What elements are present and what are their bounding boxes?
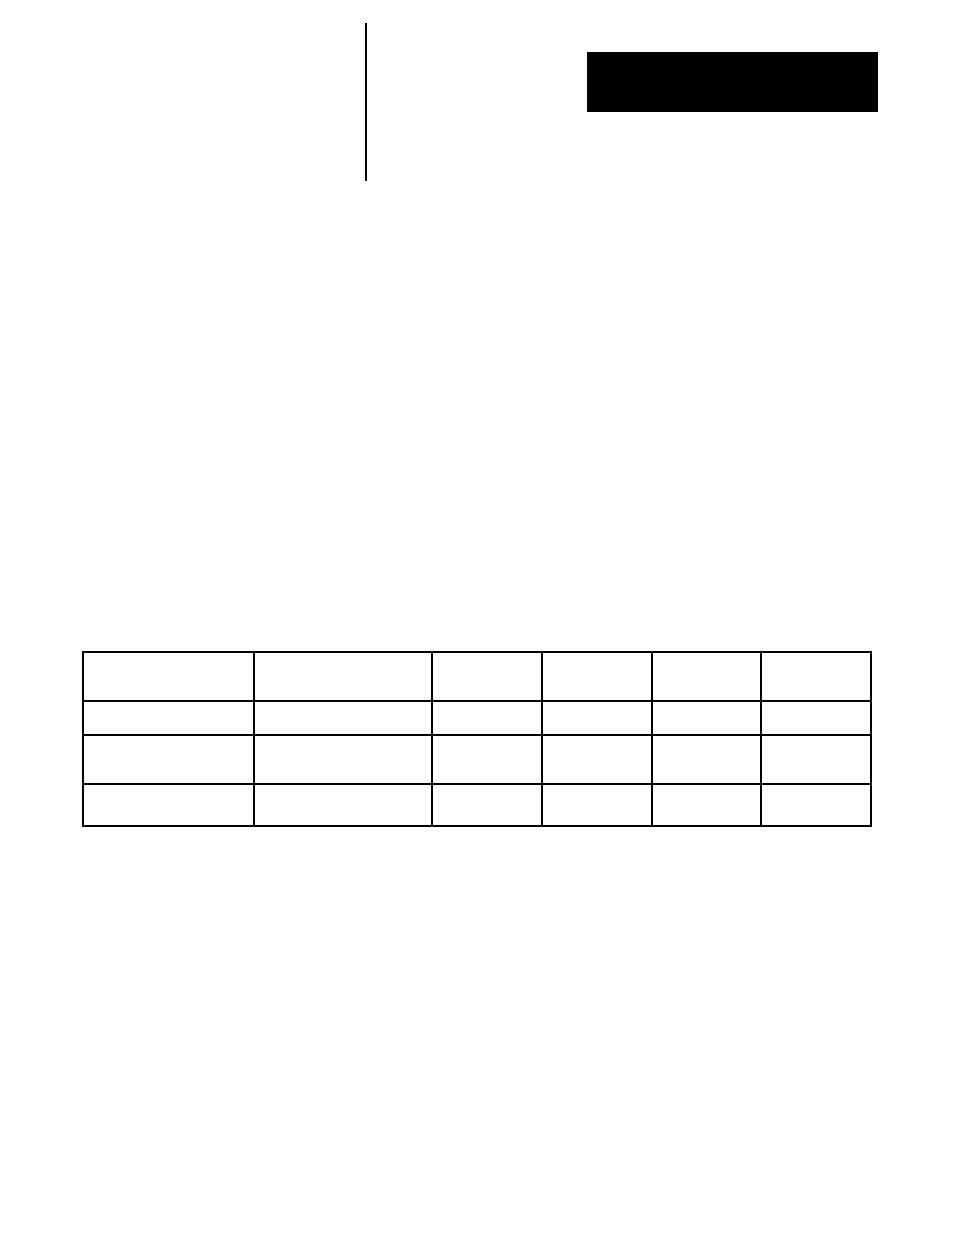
table-cell (83, 735, 254, 784)
header-black-block (587, 52, 878, 112)
document-page (0, 0, 954, 1235)
table-cell (542, 735, 652, 784)
table-header-cell (542, 652, 652, 701)
table-header-cell (761, 652, 871, 701)
table-row (83, 701, 871, 735)
table-header-cell (652, 652, 762, 701)
table-header-cell (83, 652, 254, 701)
table-cell (761, 701, 871, 735)
table-cell (254, 784, 433, 826)
table-cell (254, 701, 433, 735)
table-cell (652, 784, 762, 826)
table-cell (83, 784, 254, 826)
table-cell (83, 701, 254, 735)
table-cell (432, 701, 542, 735)
table-header-cell (254, 652, 433, 701)
table-cell (432, 735, 542, 784)
table-cell (761, 735, 871, 784)
table-cell (432, 784, 542, 826)
table-row (83, 784, 871, 826)
table-cell (542, 784, 652, 826)
table-cell (254, 735, 433, 784)
table-row (83, 735, 871, 784)
table-cell (652, 701, 762, 735)
data-table (82, 651, 872, 827)
vertical-divider (365, 23, 367, 181)
table-cell (761, 784, 871, 826)
table-header-row (83, 652, 871, 701)
table-header-cell (432, 652, 542, 701)
table-cell (652, 735, 762, 784)
table-cell (542, 701, 652, 735)
